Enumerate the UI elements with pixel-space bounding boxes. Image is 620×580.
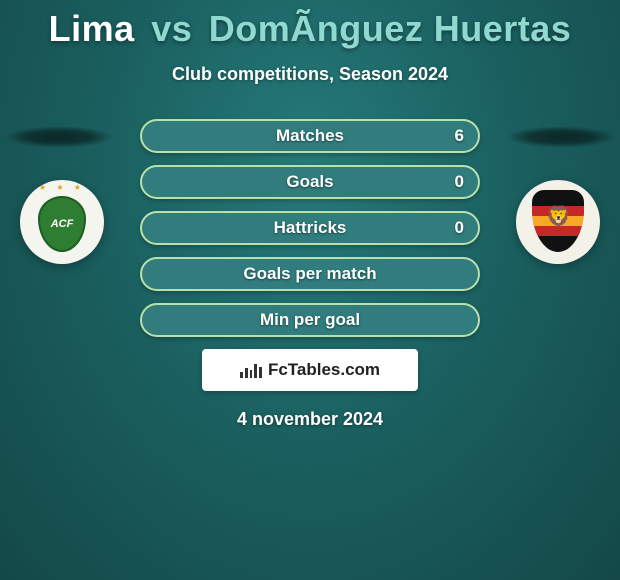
- player1-name: Lima: [49, 8, 135, 49]
- brand-text: FcTables.com: [268, 360, 380, 380]
- bar-chart-icon: [240, 362, 262, 378]
- stats-container: Matches 6 Goals 0 Hattricks 0 Goals per …: [140, 119, 480, 337]
- stat-right-value: 0: [455, 213, 464, 243]
- vs-label: vs: [151, 8, 192, 49]
- competition-subtitle: Club competitions, Season 2024: [0, 64, 620, 85]
- stat-right-value: 0: [455, 167, 464, 197]
- date-label: 4 november 2024: [0, 409, 620, 430]
- crest-left-shield: ACF: [38, 196, 86, 252]
- crest-stars-icon: ★ ★ ★: [20, 183, 104, 192]
- stat-label: Goals per match: [243, 264, 376, 284]
- brand-box[interactable]: FcTables.com: [202, 349, 418, 391]
- stat-right-value: 6: [455, 121, 464, 151]
- team-right-crest: 🦁: [516, 180, 600, 264]
- stat-row-hattricks: Hattricks 0: [140, 211, 480, 245]
- stat-row-matches: Matches 6: [140, 119, 480, 153]
- stat-label: Min per goal: [260, 310, 360, 330]
- stat-label: Matches: [276, 126, 344, 146]
- stat-label: Goals: [286, 172, 333, 192]
- stat-row-goals-per-match: Goals per match: [140, 257, 480, 291]
- stat-label: Hattricks: [274, 218, 347, 238]
- player2-name: DomÃ­nguez Huertas: [209, 8, 572, 49]
- stat-row-min-per-goal: Min per goal: [140, 303, 480, 337]
- lion-icon: 🦁: [546, 204, 570, 234]
- shadow-right: [506, 126, 616, 148]
- team-left-crest: ★ ★ ★ ACF: [20, 180, 104, 264]
- stat-row-goals: Goals 0: [140, 165, 480, 199]
- shadow-left: [4, 126, 114, 148]
- crest-right-shield: 🦁: [532, 190, 584, 252]
- comparison-title: Lima vs DomÃ­nguez Huertas: [0, 8, 620, 50]
